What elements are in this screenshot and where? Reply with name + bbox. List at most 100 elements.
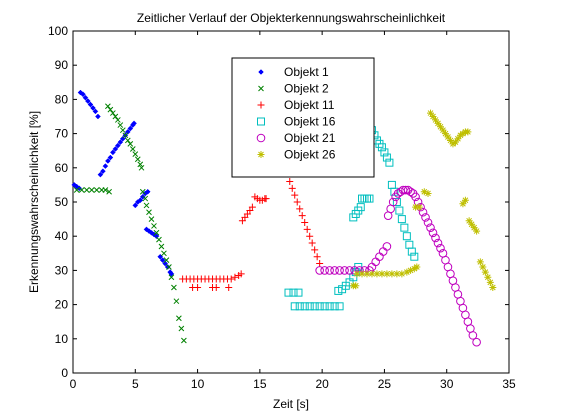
data-point (76, 185, 83, 192)
x-tick-label: 10 (191, 377, 205, 391)
y-tick-label: 90 (55, 58, 69, 72)
data-point (345, 266, 354, 275)
y-tick-label: 40 (55, 229, 69, 243)
data-point (473, 227, 481, 235)
data-point (395, 206, 404, 215)
data-point (163, 257, 170, 263)
data-point (423, 218, 433, 227)
data-point (356, 203, 365, 212)
data-point (325, 266, 334, 275)
data-point (330, 266, 339, 275)
data-point (148, 216, 155, 222)
data-point (398, 270, 406, 278)
data-point (397, 215, 406, 224)
data-point (227, 275, 235, 283)
data-point (166, 264, 172, 270)
data-point (293, 198, 301, 206)
data-point (114, 142, 121, 149)
data-point (231, 273, 239, 281)
data-point (320, 266, 329, 275)
data-point (470, 224, 478, 232)
data-point (325, 302, 334, 311)
data-point (310, 302, 319, 311)
data-point (119, 127, 126, 134)
data-point (176, 315, 182, 322)
data-point (456, 131, 464, 139)
data-point (161, 250, 167, 257)
data-point (392, 198, 401, 206)
data-point (95, 113, 101, 120)
y-axis-label: Erkennungswahrscheinlichkeit [%] (27, 111, 41, 293)
data-point (92, 108, 99, 115)
data-point (410, 265, 418, 273)
data-point (286, 177, 294, 185)
data-point (105, 158, 111, 164)
data-point (153, 233, 160, 240)
data-point (406, 187, 415, 197)
data-point (237, 270, 245, 278)
data-point (407, 247, 416, 256)
series-5 (315, 185, 481, 347)
data-point (403, 268, 411, 276)
data-point (83, 187, 90, 193)
data-point (146, 228, 152, 234)
data-point (301, 219, 309, 227)
data-point (138, 164, 145, 171)
data-point (446, 136, 454, 144)
legend-marker (258, 85, 264, 92)
data-point (80, 91, 86, 98)
data-point (377, 143, 386, 152)
data-point (393, 270, 401, 278)
data-point (300, 302, 309, 311)
data-point (352, 282, 360, 290)
data-point (353, 270, 361, 278)
data-point (316, 260, 324, 268)
data-point (289, 288, 298, 297)
data-point (459, 200, 467, 208)
data-point (402, 232, 411, 241)
data-point (365, 194, 374, 203)
x-tick-label: 0 (70, 377, 77, 391)
data-point (137, 197, 144, 204)
data-point (132, 151, 139, 157)
data-point (142, 195, 149, 202)
data-point (159, 257, 166, 263)
data-point (436, 123, 444, 131)
data-point (401, 185, 410, 195)
data-point (407, 266, 415, 274)
data-point (78, 187, 85, 193)
data-point (468, 331, 478, 340)
data-point (88, 187, 95, 193)
data-point (134, 156, 141, 163)
series-6 (349, 109, 497, 291)
y-tick-label: 100 (48, 24, 68, 38)
data-point (117, 139, 124, 146)
data-point (368, 270, 376, 278)
data-point (291, 191, 299, 199)
data-point (127, 141, 134, 147)
data-point (449, 140, 457, 148)
data-point (388, 270, 396, 278)
data-point (468, 220, 476, 228)
legend-label: Objekt 26 (284, 148, 336, 162)
data-point (373, 270, 381, 278)
data-points (71, 89, 497, 347)
data-point (421, 213, 430, 222)
data-point (436, 243, 445, 253)
data-point (489, 284, 497, 291)
legend-label: Objekt 21 (284, 131, 336, 145)
data-point (444, 133, 452, 141)
y-tick-label: 60 (55, 161, 69, 175)
data-point (418, 207, 428, 217)
data-point (105, 103, 111, 110)
legend-label: Objekt 16 (284, 115, 336, 129)
data-point (102, 187, 109, 193)
y-tick-label: 0 (61, 366, 68, 380)
legend: Objekt 1 Objekt 2 Objekt 11 Objekt 16 Objekt… (231, 57, 375, 178)
x-tick-label: 20 (315, 377, 329, 391)
data-point (464, 128, 472, 136)
legend-label: Objekt 1 (284, 65, 329, 79)
data-point (132, 202, 139, 209)
y-tick-label: 80 (55, 92, 69, 106)
